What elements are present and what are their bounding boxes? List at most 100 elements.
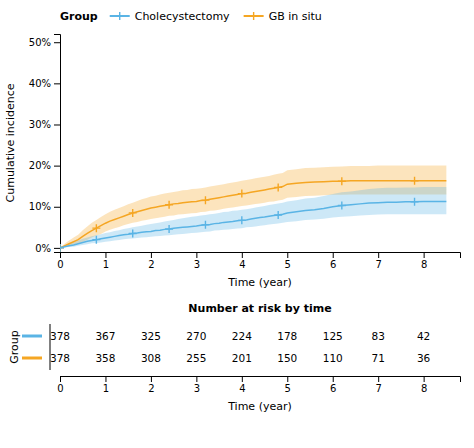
y-axis-title: Cumulative incidence [4, 83, 17, 202]
x-tick-mark [105, 252, 106, 258]
x-tick-label: 8 [421, 259, 427, 270]
series-marker [165, 225, 173, 233]
x-tick-mark [333, 376, 334, 382]
y-axis: 0% 10% 20% 30% 40% 50% [29, 35, 61, 254]
series-marker [238, 216, 246, 224]
x-tick: 6 [330, 376, 336, 394]
series-marker [129, 229, 137, 237]
y-tick-label: 10% [29, 201, 51, 212]
series-marker [201, 196, 209, 204]
table-value: 358 [95, 352, 115, 364]
x-tick: 5 [285, 376, 291, 394]
x-tick-mark [287, 252, 288, 258]
legend-marker [250, 12, 258, 20]
table-value: 325 [141, 330, 161, 342]
x-tick: 8 [421, 252, 427, 270]
x-tick-label: 1 [103, 383, 109, 394]
table-x-title: Time (year) [227, 400, 292, 413]
legend-label: GB in situ [269, 10, 322, 23]
series-marker [60, 244, 64, 252]
x-tick-label: 5 [285, 259, 291, 270]
table-value: 255 [186, 352, 206, 364]
x-tick-mark [60, 252, 61, 258]
x-tick-mark [151, 376, 152, 382]
x-tick: 8 [421, 376, 427, 394]
table-value: 110 [323, 352, 343, 364]
x-axis: 012345678 [57, 252, 460, 270]
x-tick: 4 [239, 252, 245, 270]
x-tick-mark [196, 376, 197, 382]
y-tick-mark [54, 207, 60, 208]
confidence-band [60, 187, 446, 248]
x-tick-mark [424, 376, 425, 382]
x-tick: 1 [103, 376, 109, 394]
y-tick-mark [54, 83, 60, 84]
table-value: 308 [141, 352, 161, 364]
y-tick: 20% [29, 160, 60, 171]
table-x-axis: 0 1 2 3 4 5 6 7 8 [57, 376, 460, 394]
y-tick: 0% [35, 243, 60, 254]
table-value: 150 [277, 352, 297, 364]
table-value: 178 [277, 330, 297, 342]
x-tick-label: 0 [57, 259, 63, 270]
table-value: 378 [50, 330, 70, 342]
x-tick-label: 0 [57, 383, 63, 394]
series-marker [60, 244, 64, 252]
x-tick-mark [242, 252, 243, 258]
series-marker [274, 183, 282, 191]
series-marker [338, 202, 346, 210]
x-tick-label: 4 [239, 259, 245, 270]
x-tick: 7 [375, 252, 381, 270]
table-row-key [22, 335, 42, 338]
table-row-key [22, 357, 42, 360]
table-value: 125 [323, 330, 343, 342]
plot-area [60, 166, 446, 252]
x-tick-mark [424, 252, 425, 258]
x-tick-label: 3 [194, 259, 200, 270]
table-y-title: Group [8, 330, 21, 364]
series-marker [129, 209, 137, 217]
x-tick-label: 2 [148, 259, 154, 270]
y-tick: 50% [29, 37, 60, 48]
series-marker [411, 177, 419, 185]
x-tick-label: 6 [330, 383, 336, 394]
table-value: 224 [232, 330, 252, 342]
y-tick: 40% [29, 78, 60, 89]
y-tick-label: 30% [29, 119, 51, 130]
y-axis-line [54, 35, 61, 253]
x-axis-line [61, 253, 461, 259]
table-value: 201 [232, 352, 252, 364]
series-marker [338, 177, 346, 185]
x-tick-label: 2 [148, 383, 154, 394]
x-tick-label: 5 [285, 383, 291, 394]
legend-marker [116, 12, 124, 20]
table-value: 42 [417, 330, 430, 342]
series-marker [201, 221, 209, 229]
x-tick-mark [60, 376, 61, 382]
y-tick-label: 20% [29, 160, 51, 171]
table-title: Number at risk by time [188, 302, 331, 315]
x-tick: 3 [194, 376, 200, 394]
series-marker [411, 198, 419, 206]
series-line [60, 201, 446, 247]
x-tick: 2 [148, 252, 154, 270]
table-value: 36 [417, 352, 431, 364]
chart: 0% 10% 20% 30% 40% 50% 0 1 2 3 4 5 6 7 8 Time (year) Cum… [0, 0, 474, 448]
table-value: 367 [95, 330, 115, 342]
y-tick: 30% [29, 119, 60, 130]
x-tick-label: 7 [375, 259, 381, 270]
x-tick-mark [242, 376, 243, 382]
series-marker [274, 211, 282, 219]
x-tick: 3 [194, 252, 200, 270]
legend-item: GB in situ [244, 10, 322, 23]
x-tick-mark [196, 252, 197, 258]
table-value: 83 [371, 330, 384, 342]
x-tick: 4 [239, 376, 245, 394]
y-tick-label: 0% [35, 243, 51, 254]
x-tick-mark [151, 252, 152, 258]
table-x-axis-line [61, 377, 461, 383]
x-tick-label: 7 [375, 383, 381, 394]
y-tick-label: 50% [29, 37, 51, 48]
series-marker [165, 201, 173, 209]
table-separator [50, 324, 51, 370]
